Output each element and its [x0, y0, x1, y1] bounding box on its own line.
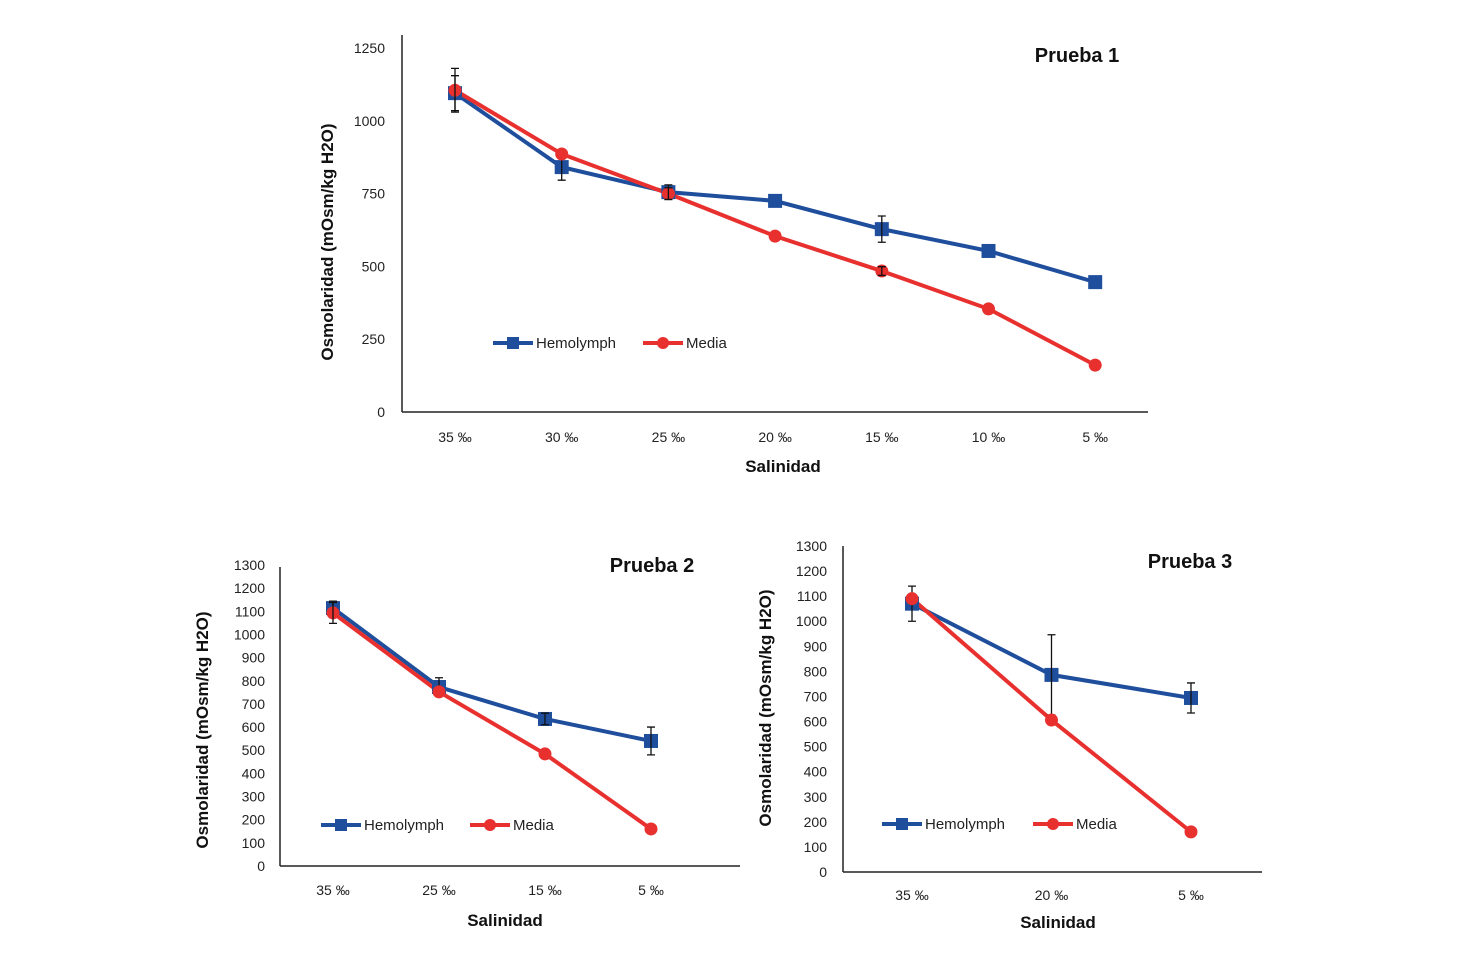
- y-tick-label: 300: [804, 789, 828, 805]
- x-tick-label: 35 ‰: [438, 429, 471, 445]
- y-axis-label: Osmolaridad (mOsm/kg H2O): [318, 123, 337, 360]
- y-tick-label: 0: [257, 858, 265, 874]
- y-tick-label: 200: [804, 814, 828, 830]
- legend-label: Media: [686, 335, 728, 352]
- x-tick-label: 5 ‰: [1178, 887, 1204, 903]
- y-tick-label: 800: [804, 663, 828, 679]
- y-tick-label: 250: [362, 331, 386, 347]
- x-axis-label: Salinidad: [467, 911, 543, 930]
- y-axis-label: Osmolaridad (mOsm/kg H2O): [756, 589, 775, 826]
- y-tick-label: 400: [242, 765, 266, 781]
- data-point-media: [555, 147, 569, 161]
- series-line-media: [453, 88, 1097, 367]
- y-tick-label: 300: [242, 789, 266, 805]
- error-bar: [664, 187, 673, 201]
- legend-square-marker: [507, 337, 519, 349]
- legend-square-marker: [896, 818, 908, 830]
- chart-title: Prueba 1: [1035, 45, 1119, 67]
- x-tick-label: 20 ‰: [1035, 887, 1068, 903]
- y-tick-label: 700: [804, 688, 828, 704]
- y-tick-label: 500: [804, 739, 828, 755]
- y-tick-label: 1100: [797, 588, 827, 604]
- x-tick-label: 5 ‰: [638, 882, 664, 898]
- y-tick-label: 600: [242, 719, 266, 735]
- y-tick-label: 750: [362, 186, 386, 202]
- y-tick-label: 100: [242, 835, 266, 851]
- chart-title: Prueba 3: [1148, 551, 1232, 573]
- y-tick-label: 1000: [796, 613, 827, 629]
- legend-label: Hemolymph: [925, 816, 1005, 833]
- legend-label: Hemolymph: [364, 817, 444, 834]
- legend-circle-marker: [1047, 818, 1059, 830]
- legend-label: Media: [1076, 816, 1118, 833]
- y-tick-label: 900: [242, 650, 266, 666]
- x-tick-label: 15 ‰: [528, 882, 561, 898]
- legend-circle-marker: [484, 819, 496, 831]
- legend-label: Hemolymph: [536, 335, 616, 352]
- y-tick-label: 1000: [234, 626, 265, 642]
- series-line-hemolymph: [453, 91, 1096, 285]
- x-tick-label: 25 ‰: [422, 882, 455, 898]
- data-point-media: [644, 822, 658, 836]
- series-line-media: [331, 611, 653, 831]
- x-tick-label: 5 ‰: [1082, 429, 1108, 445]
- y-tick-label: 0: [377, 404, 385, 420]
- y-tick-label: 400: [804, 764, 828, 780]
- y-tick-label: 1200: [234, 580, 265, 596]
- x-tick-label: 15 ‰: [865, 429, 898, 445]
- y-tick-label: 1250: [354, 40, 385, 56]
- y-tick-label: 1100: [235, 603, 265, 619]
- legend-circle-marker: [657, 337, 669, 349]
- error-bar: [451, 67, 459, 113]
- y-tick-label: 800: [242, 673, 266, 689]
- chart-2: 0 100 200 300 400 500 600 700 800 900 1000 1100 1200…: [193, 555, 740, 930]
- error-bar: [1187, 682, 1195, 714]
- error-bar: [877, 215, 886, 243]
- x-tick-label: 25 ‰: [652, 429, 685, 445]
- data-point-media: [905, 592, 919, 606]
- error-bar: [647, 726, 655, 756]
- error-bar: [329, 601, 337, 624]
- y-tick-label: 500: [362, 258, 386, 274]
- data-point-media: [1088, 358, 1102, 372]
- error-bar: [541, 712, 549, 726]
- chart-3: 0 100 200 300 400 500 600 700 800 900 1000 1100 1200…: [756, 538, 1262, 932]
- x-axis-label: Salinidad: [1020, 913, 1096, 932]
- series-line-hemolymph: [331, 606, 652, 743]
- y-tick-label: 500: [242, 742, 266, 758]
- y-tick-label: 600: [804, 714, 828, 730]
- data-point-media: [538, 747, 552, 761]
- y-tick-label: 700: [242, 696, 266, 712]
- x-tick-label: 35 ‰: [895, 887, 928, 903]
- x-tick-label: 10 ‰: [972, 429, 1005, 445]
- x-tick-label: 30 ‰: [545, 429, 578, 445]
- legend-square-marker: [335, 819, 347, 831]
- x-tick-label: 20 ‰: [758, 429, 791, 445]
- data-point-media: [982, 302, 995, 316]
- y-tick-label: 900: [804, 638, 828, 654]
- y-axis-label: Osmolaridad (mOsm/kg H2O): [193, 611, 212, 848]
- y-tick-label: 100: [804, 839, 828, 855]
- data-point-hemolymph: [768, 193, 783, 208]
- legend-label: Media: [513, 817, 555, 834]
- y-tick-label: 0: [819, 864, 827, 880]
- y-tick-label: 1200: [796, 563, 827, 579]
- chart-title: Prueba 2: [610, 555, 694, 577]
- chart-1: 0 250 500 750 1000 1250 35 ‰ 30 ‰ 25 ‰ 20 ‰ 15 ‰ 10…: [318, 35, 1148, 476]
- y-tick-label: 1300: [234, 557, 265, 573]
- x-tick-label: 35 ‰: [316, 882, 349, 898]
- data-point-hemolymph: [1088, 275, 1103, 290]
- data-point-media: [1045, 713, 1058, 727]
- y-tick-label: 1000: [354, 113, 385, 129]
- y-tick-label: 1300: [796, 538, 827, 554]
- error-bar: [877, 266, 886, 277]
- data-point-media: [768, 229, 782, 243]
- x-axis-label: Salinidad: [745, 457, 821, 476]
- data-point-media: [1184, 825, 1198, 839]
- data-point-hemolymph: [981, 243, 996, 258]
- data-point-media: [432, 685, 446, 699]
- y-tick-label: 200: [242, 812, 266, 828]
